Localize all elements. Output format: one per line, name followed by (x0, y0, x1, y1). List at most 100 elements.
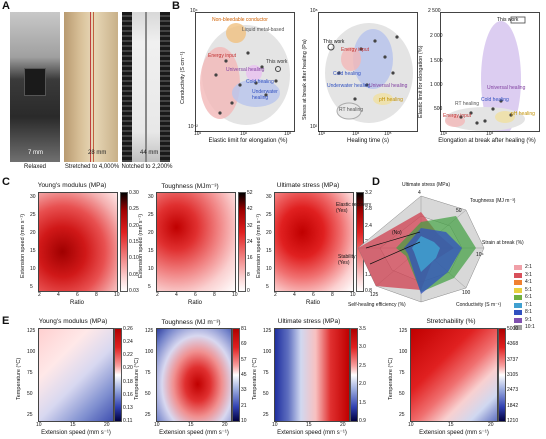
y-tick: 100 (263, 349, 272, 355)
legend-label: 6:1 (525, 294, 532, 300)
legend-swatch (514, 295, 522, 300)
y-label: Temperature (°C) (16, 357, 22, 400)
legend-item: 2:1 (514, 264, 544, 271)
b2-label-underwater: Underwater healing (327, 83, 371, 89)
y-tick: 25 (145, 412, 151, 418)
b3-label-ph: pH healing (511, 111, 535, 117)
x-tick: 6 (312, 292, 315, 298)
colorbar (114, 328, 122, 422)
radar-value-selfhealing: 125 (370, 292, 379, 298)
legend-item: 6:1 (514, 294, 544, 301)
radar-axis-conductivity: Conductivity (S m⁻¹) (456, 302, 502, 308)
y-label: Extension speed (mm s⁻¹) (138, 213, 144, 278)
contour-e-4: Stretchability (%) 5000 4368 3737 3105 2473 18… (388, 318, 526, 439)
legend-item: 10:1 (514, 324, 544, 331)
radar-axis-toughness: Toughness (MJ m⁻³) (470, 198, 516, 204)
x-tick: 2 (274, 292, 277, 298)
heatmap-field (156, 192, 236, 292)
colorbar-tick: 2.0 (359, 381, 366, 388)
colorbar-tick: 3.0 (359, 344, 366, 351)
y-tick: 15 (148, 248, 154, 254)
legend-label: 7:1 (525, 301, 532, 308)
colorbar-tick: 0.25 (129, 206, 139, 213)
b2-label-rt: RT healing (339, 107, 363, 113)
y-tick: 100 (145, 349, 154, 355)
panel-label-c: C (2, 176, 10, 188)
colorbar (356, 192, 364, 292)
panel-label-b: B (172, 0, 180, 12)
colorbar-tick: 0.26 (123, 326, 133, 332)
b2-label-universal: Universal healing (369, 83, 408, 89)
colorbar-tick: 0.20 (129, 222, 139, 229)
panel-label-a: A (2, 0, 10, 12)
b3-plot-area: This work Universal healing Cold healing… (440, 12, 540, 132)
x-tick: 15 (306, 422, 312, 428)
y-tick: 5 (266, 284, 269, 290)
heatmap-title: Toughness (MJm⁻³) (161, 183, 219, 190)
x-tick: 4 (293, 292, 296, 298)
colorbar-tick: 16 (247, 255, 253, 262)
contour-field (274, 328, 350, 422)
y-tick: 25 (30, 212, 36, 218)
legend-swatch (514, 317, 522, 323)
b1-label-underwater: Underwater healing (252, 89, 278, 101)
scale-bar-notched: 44 mm (140, 150, 159, 156)
b3-label-rt: RT healing (455, 101, 479, 107)
x-tick: 15 (70, 422, 76, 428)
x-tick: 4 (175, 292, 178, 298)
colorbar-tick: 0.16 (123, 391, 133, 398)
x-label: Ratio (69, 300, 84, 306)
y-tick: 20 (266, 230, 272, 236)
y-tick: 5 (30, 284, 33, 290)
colorbar-tick: 5000 (507, 326, 519, 332)
y-tick: 125 (145, 328, 154, 334)
radar-axis-selfhealing: Self-healing efficiency (%) (348, 302, 406, 308)
legend-swatch (514, 272, 522, 278)
x-tick: 15 (448, 422, 454, 428)
x-tick: 20 (222, 422, 228, 428)
x-tick: 10 (272, 422, 278, 428)
y-tick: 125 (399, 328, 408, 334)
colorbar-tick: 42 (247, 206, 253, 213)
b3-label-universal: Universal healing (487, 85, 526, 91)
colorbar-tick: 2.5 (359, 362, 366, 369)
x-tick: 20 (340, 422, 346, 428)
radar-value-stress: 4 (418, 190, 421, 196)
y-label: Temperature (°C) (388, 357, 394, 400)
legend-label: 8:1 (525, 309, 532, 315)
colorbar-tick: 3.5 (359, 326, 366, 332)
colorbar-tick: 52 (247, 190, 253, 196)
x-tick: 10 (350, 292, 356, 298)
radar-axis-elastic-recovery: Elastic recovery (Yes) (336, 202, 372, 214)
legend-item: 9:1 (514, 317, 544, 324)
x-tick: 10 (114, 292, 120, 298)
x-tick: 20 (488, 422, 494, 428)
x-tick: 15 (188, 422, 194, 428)
photo-notched: 44 mm (122, 12, 170, 162)
y-tick: 10 (266, 266, 272, 272)
colorbar-tick: 0.9 (359, 418, 366, 424)
y-tick: 75 (145, 370, 151, 376)
radar-value-strain: 10⁴ (476, 252, 484, 258)
colorbar-tick: 2.4 (365, 222, 372, 229)
x-label: Ratio (187, 300, 202, 306)
y-tick: 25 (263, 412, 269, 418)
caption-relaxed: Relaxed (23, 164, 46, 170)
colorbar-tick: 3105 (507, 372, 519, 378)
contour-e-2: Toughness (MJ m⁻³) 81 69 57 45 33 21 10 125 100 75… (134, 318, 260, 439)
y-tick: 50 (263, 391, 269, 397)
y-tick: 30 (266, 194, 272, 200)
legend-swatch (514, 265, 522, 270)
colorbar (350, 328, 358, 422)
x-tick: 8 (213, 292, 216, 298)
colorbar-tick: 1210 (507, 418, 519, 424)
colorbar-tick: 33 (241, 387, 247, 394)
y-tick: 50 (27, 391, 33, 397)
y-tick: 125 (263, 328, 272, 334)
photo-relaxed: 7 mm (10, 12, 60, 162)
scale-bar-stretched: 28 mm (88, 150, 107, 156)
radar-axis-stability: Stability (Yes) (338, 254, 356, 266)
colorbar-tick: 0.20 (123, 365, 133, 372)
y-tick: 50 (145, 391, 151, 397)
legend-label: 2:1 (525, 264, 532, 270)
